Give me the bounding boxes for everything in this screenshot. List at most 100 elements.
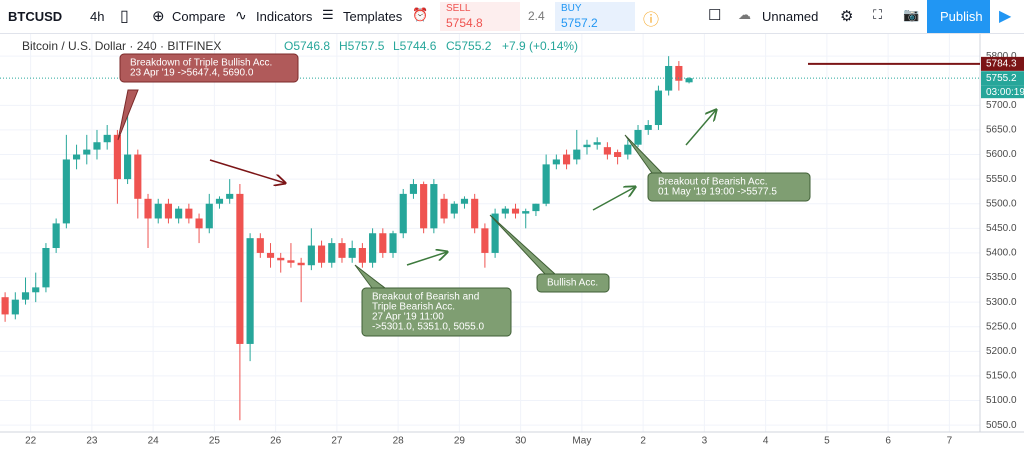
candle-body <box>369 233 377 263</box>
y-tick-label: 5100.0 <box>986 395 1017 406</box>
x-tick-label: 4 <box>763 436 769 447</box>
price-label-box <box>981 71 1024 86</box>
candle-body <box>205 203 213 229</box>
candle-body <box>389 233 397 253</box>
square-icon[interactable]: ☐ <box>708 7 722 24</box>
x-tick-label: May <box>572 436 591 447</box>
candle-body <box>164 203 173 219</box>
callout-text: 23 Apr '19 ->5647.4, 5690.0 <box>130 68 254 79</box>
x-tick-label: 6 <box>885 436 891 447</box>
candle-body <box>103 134 111 143</box>
x-tick-label: 23 <box>86 436 98 447</box>
compare-button[interactable]: Compare <box>172 9 226 24</box>
price-label: 5784.3 <box>986 59 1017 70</box>
compare-icon: ⊕ <box>152 8 165 25</box>
candle-body <box>195 218 203 229</box>
candle-body <box>481 228 489 253</box>
candle-body <box>134 154 142 199</box>
sell-label: SELL <box>446 3 471 14</box>
candle-body <box>21 292 30 300</box>
candle-body <box>583 144 591 148</box>
candle-body <box>624 144 632 155</box>
candle-body <box>644 125 652 130</box>
y-tick-label: 5150.0 <box>986 371 1017 382</box>
candle-body <box>450 203 458 214</box>
alarm-icon[interactable]: ⏰ <box>412 7 429 22</box>
candle-body <box>124 154 132 180</box>
chart: Bitcoin / U.S. Dollar · 240 · BITFINEX O… <box>0 34 1024 447</box>
arrow <box>592 187 635 211</box>
candle-body <box>501 208 509 214</box>
candle-body <box>144 198 152 219</box>
layout-name[interactable]: Unnamed <box>762 9 819 24</box>
candle-body <box>399 193 407 234</box>
callout-pointer <box>117 89 139 141</box>
play-icon[interactable]: ▶ <box>999 8 1012 25</box>
x-tick-label: 27 <box>331 436 343 447</box>
price-label: 5755.2 <box>986 73 1017 84</box>
candle-body <box>654 90 663 126</box>
candle-body <box>358 248 366 263</box>
candle-body <box>573 149 581 160</box>
y-tick-label: 5500.0 <box>986 198 1017 209</box>
sell-price: 5754.8 <box>446 16 483 30</box>
y-tick-label: 5550.0 <box>986 174 1017 185</box>
candle-body <box>317 245 326 263</box>
callout-text: Breakout of Bearish and <box>372 292 479 303</box>
legend-open: O5746.8 <box>284 39 330 53</box>
candle-body <box>287 260 295 263</box>
candle-body <box>552 159 560 165</box>
camera-icon[interactable]: 📷 <box>903 7 920 22</box>
publish-button[interactable] <box>927 0 990 33</box>
callout-pointer <box>489 214 557 275</box>
candle-body <box>348 248 356 258</box>
indicators-button[interactable]: Indicators <box>256 9 313 24</box>
candle-body <box>11 299 19 315</box>
x-tick-label: 29 <box>454 436 466 447</box>
candle-body <box>542 164 550 204</box>
sell-box[interactable] <box>440 2 520 31</box>
y-tick-label: 5250.0 <box>986 321 1017 332</box>
candle-body <box>175 208 183 219</box>
interval[interactable]: 4h <box>90 9 105 24</box>
legend-title: Bitcoin / U.S. Dollar · 240 · BITFINEX <box>22 39 221 53</box>
x-tick-label: 24 <box>148 436 160 447</box>
fullscreen-icon[interactable]: ⛶ <box>873 7 883 22</box>
candle-body <box>256 238 264 253</box>
callout-pointer <box>354 264 387 289</box>
callout-text: 27 Apr '19 11:00 <box>372 312 444 323</box>
candle-body <box>532 203 540 212</box>
y-tick-label: 5700.0 <box>986 100 1017 111</box>
candle-body <box>675 65 683 81</box>
candle-body <box>379 233 387 253</box>
symbol[interactable]: BTCUSD <box>8 9 63 24</box>
candle-body <box>460 198 469 204</box>
candle-icon[interactable]: ▯ <box>120 8 129 25</box>
candle-body <box>562 154 571 165</box>
templates-button[interactable]: Templates <box>343 9 403 24</box>
legend-change: +7.9 (+0.14%) <box>502 39 578 53</box>
templates-icon: ☰ <box>322 7 334 22</box>
candle-body <box>226 193 234 199</box>
candle-body <box>603 147 611 155</box>
callout-text: Breakdown of Triple Bullish Acc. <box>130 58 272 69</box>
candle-body <box>634 129 642 145</box>
candle-body <box>277 257 285 261</box>
buy-box[interactable] <box>555 2 635 31</box>
candle-body <box>52 223 60 249</box>
x-tick-label: 30 <box>515 436 527 447</box>
x-tick-label: 22 <box>25 436 37 447</box>
candle-body <box>440 198 448 219</box>
legend-close: C5755.2 <box>446 39 492 53</box>
info-icon[interactable]: ⓘ <box>643 12 660 29</box>
settings-icon[interactable]: ⚙ <box>840 8 854 25</box>
callout-text: Bullish Acc. <box>547 278 598 289</box>
spread: 2.4 <box>528 9 545 23</box>
x-tick-label: 25 <box>209 436 221 447</box>
arrow <box>685 110 716 146</box>
candle-body <box>266 252 275 258</box>
candle-body <box>246 238 254 344</box>
candle-body <box>93 142 101 150</box>
candle-body <box>685 78 693 83</box>
